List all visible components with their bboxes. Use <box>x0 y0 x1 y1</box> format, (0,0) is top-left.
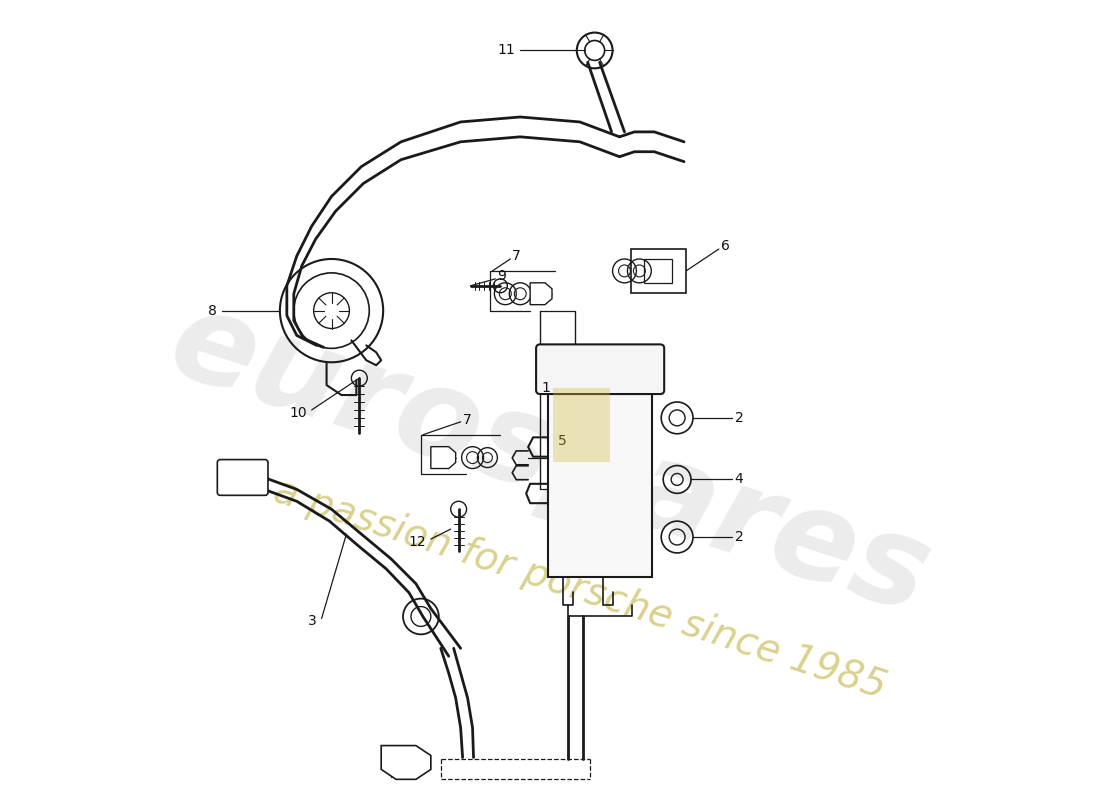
Bar <box>645 259 672 283</box>
Text: 2: 2 <box>735 530 744 544</box>
Bar <box>631 249 686 293</box>
Text: a passion for porsche since 1985: a passion for porsche since 1985 <box>268 471 891 706</box>
Text: 1: 1 <box>541 381 550 395</box>
Text: 8: 8 <box>209 304 218 318</box>
Text: eurospares: eurospares <box>155 280 945 639</box>
Text: 9: 9 <box>497 269 506 283</box>
Text: 7: 7 <box>513 249 521 263</box>
Text: 6: 6 <box>720 239 729 253</box>
Text: 3: 3 <box>308 614 317 629</box>
Text: 2: 2 <box>735 411 744 425</box>
Text: 10: 10 <box>289 406 307 420</box>
Polygon shape <box>530 283 552 305</box>
Bar <box>548 383 652 577</box>
Text: 7: 7 <box>463 413 472 427</box>
Text: 12: 12 <box>408 535 426 549</box>
Text: 4: 4 <box>735 473 744 486</box>
Text: 5: 5 <box>558 434 566 448</box>
FancyBboxPatch shape <box>536 344 664 394</box>
Polygon shape <box>431 446 455 469</box>
Polygon shape <box>382 746 431 779</box>
Text: 11: 11 <box>497 43 515 58</box>
FancyBboxPatch shape <box>218 459 268 495</box>
Bar <box>553 388 610 462</box>
